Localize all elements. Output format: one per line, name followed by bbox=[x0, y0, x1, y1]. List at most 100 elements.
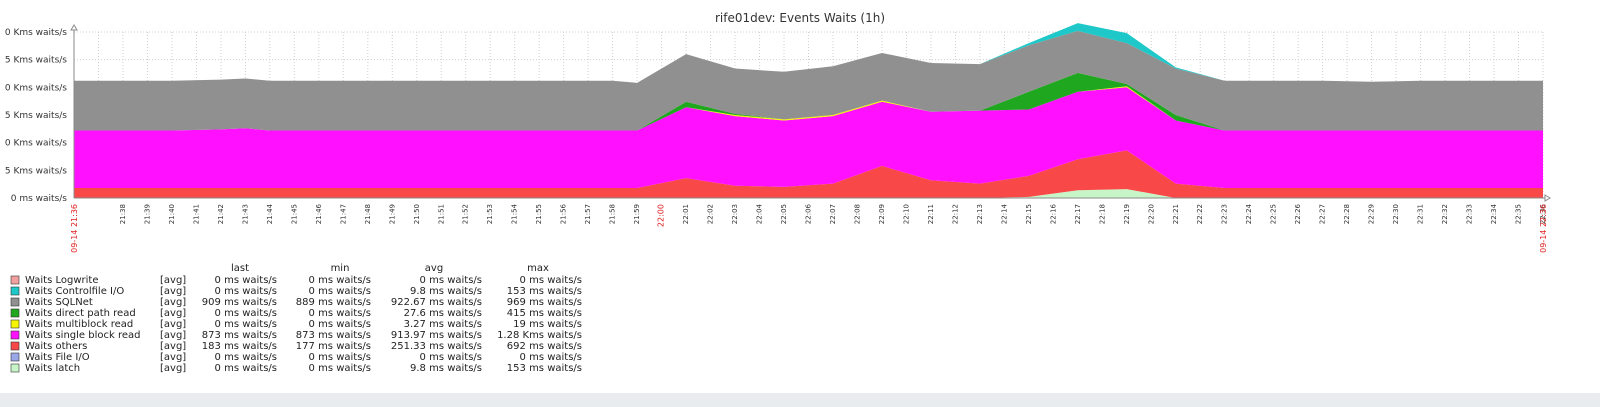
x-tick-label: 21:38 bbox=[119, 204, 127, 224]
x-axis-arrow bbox=[1544, 194, 1551, 202]
legend-series-name: Waits single block read bbox=[25, 330, 140, 341]
legend-max-value: 969 ms waits/s bbox=[507, 297, 582, 308]
legend-swatch bbox=[10, 341, 20, 351]
x-tick-label: 21:45 bbox=[290, 204, 298, 224]
x-tick-label: 21:49 bbox=[388, 204, 396, 224]
x-tick-label: 22:02 bbox=[707, 204, 715, 224]
legend-max-value: 153 ms waits/s bbox=[507, 286, 582, 297]
x-tick-label: 21:43 bbox=[241, 204, 249, 224]
x-tick-label: 22:13 bbox=[976, 204, 984, 224]
legend-header-max: max bbox=[527, 263, 549, 274]
legend-series-name: Waits SQLNet bbox=[25, 297, 93, 308]
x-tick-label: 22:31 bbox=[1417, 204, 1425, 224]
x-tick-label: 22:11 bbox=[927, 204, 935, 224]
x-range-label: 09-14 21:36 bbox=[70, 204, 79, 253]
x-tick-label: 21:46 bbox=[315, 203, 323, 224]
x-tick-label: 21:50 bbox=[413, 204, 421, 224]
y-tick-label: 5 Kms waits/s bbox=[5, 56, 67, 66]
x-tick-label: 22:10 bbox=[902, 204, 910, 224]
legend-func: [avg] bbox=[160, 275, 186, 286]
x-tick-label: 21:44 bbox=[266, 203, 274, 224]
legend-series-name: Waits multiblock read bbox=[25, 319, 133, 330]
x-tick-label: 22:28 bbox=[1343, 204, 1351, 224]
graph-panel: rife01dev: Events Waits (1h) 0 ms waits/… bbox=[0, 0, 1600, 393]
legend-series-name: Waits File I/O bbox=[25, 352, 90, 363]
x-tick-label: 22:18 bbox=[1098, 204, 1106, 224]
y-axis-arrow bbox=[70, 24, 78, 31]
x-tick-label: 22:22 bbox=[1196, 204, 1204, 224]
x-tick-label: 22:30 bbox=[1392, 204, 1400, 224]
y-tick-label: 0 Kms waits/s bbox=[5, 28, 67, 38]
legend-series-name: Waits Controlfile I/O bbox=[25, 286, 124, 297]
x-tick-label: 22:05 bbox=[780, 204, 788, 224]
legend-min-value: 0 ms waits/s bbox=[309, 308, 371, 319]
legend-avg-value: 913.97 ms waits/s bbox=[391, 330, 482, 341]
x-tick-label: 22:04 bbox=[756, 203, 764, 224]
legend-swatch bbox=[10, 363, 20, 373]
x-tick-label: 21:53 bbox=[486, 204, 494, 224]
area-waits-others bbox=[74, 150, 1543, 198]
x-tick-label: 22:20 bbox=[1147, 204, 1155, 224]
legend-max-value: 1.28 Kms waits/s bbox=[497, 330, 582, 341]
legend-last-value: 0 ms waits/s bbox=[215, 319, 277, 330]
x-tick-label: 22:08 bbox=[853, 204, 861, 224]
legend-swatch bbox=[10, 297, 20, 307]
x-tick-label: 22:16 bbox=[1049, 203, 1057, 224]
legend-func: [avg] bbox=[160, 319, 186, 330]
x-tick-label: 21:56 bbox=[560, 203, 568, 224]
legend-last-value: 909 ms waits/s bbox=[202, 297, 277, 308]
x-tick-label: 22:03 bbox=[731, 204, 739, 224]
x-tick-label: 22:24 bbox=[1245, 203, 1253, 224]
legend-series-name: Waits direct path read bbox=[25, 308, 136, 319]
legend-header-last: last bbox=[231, 263, 249, 274]
x-tick-label: 22:35 bbox=[1515, 204, 1523, 224]
legend-min-value: 889 ms waits/s bbox=[296, 297, 371, 308]
legend-min-value: 873 ms waits/s bbox=[296, 330, 371, 341]
x-tick-label: 21:52 bbox=[462, 204, 470, 224]
legend-last-value: 0 ms waits/s bbox=[215, 363, 277, 374]
x-tick-label: 22:15 bbox=[1025, 204, 1033, 224]
legend-last-value: 873 ms waits/s bbox=[202, 330, 277, 341]
x-tick-label: 22:25 bbox=[1270, 204, 1278, 224]
stacked-areas bbox=[74, 23, 1543, 198]
x-tick-label: 22:12 bbox=[951, 204, 959, 224]
legend-min-value: 0 ms waits/s bbox=[309, 352, 371, 363]
legend-func: [avg] bbox=[160, 352, 186, 363]
x-tick-label: 22:26 bbox=[1294, 203, 1302, 224]
legend-max-value: 415 ms waits/s bbox=[507, 308, 582, 319]
area-waits-controlfile-i-o bbox=[74, 23, 1543, 83]
x-tick-label: 21:40 bbox=[168, 204, 176, 224]
legend-min-value: 0 ms waits/s bbox=[309, 363, 371, 374]
legend-last-value: 0 ms waits/s bbox=[215, 275, 277, 286]
legend-last-value: 0 ms waits/s bbox=[215, 308, 277, 319]
x-tick-label: 21:55 bbox=[535, 204, 543, 224]
x-tick-label: 21:58 bbox=[609, 204, 617, 224]
legend-avg-value: 0 ms waits/s bbox=[420, 352, 482, 363]
legend-swatch bbox=[10, 319, 20, 329]
legend-avg-value: 3.27 ms waits/s bbox=[404, 319, 482, 330]
legend-avg-value: 27.6 ms waits/s bbox=[404, 308, 482, 319]
x-tick-label: 21:48 bbox=[364, 204, 372, 224]
x-tick-label: 22:23 bbox=[1221, 204, 1229, 224]
x-tick-label: 21:47 bbox=[339, 204, 347, 224]
x-tick-label: 22:00 bbox=[657, 204, 666, 227]
x-tick-label: 22:17 bbox=[1074, 204, 1082, 224]
y-tick-label: 5 Kms waits/s bbox=[5, 111, 67, 121]
x-tick-label: 22:33 bbox=[1466, 204, 1474, 224]
legend-series-name: Waits latch bbox=[25, 363, 80, 374]
legend-func: [avg] bbox=[160, 341, 186, 352]
legend-min-value: 0 ms waits/s bbox=[309, 319, 371, 330]
axes: 0 ms waits/s 5 Kms waits/s 0 Kms waits/s 5 … bbox=[5, 24, 1551, 253]
legend-func: [avg] bbox=[160, 363, 186, 374]
legend-max-value: 0 ms waits/s bbox=[520, 352, 582, 363]
legend-header-avg: avg bbox=[425, 263, 443, 274]
chart-title: rife01dev: Events Waits (1h) bbox=[715, 11, 885, 25]
x-tick-label: 22:07 bbox=[829, 204, 837, 224]
legend-swatch bbox=[10, 308, 20, 318]
legend-swatch bbox=[10, 352, 20, 362]
x-tick-label: 21:41 bbox=[192, 204, 200, 224]
x-tick-label: 22:32 bbox=[1441, 204, 1449, 224]
legend-max-value: 19 ms waits/s bbox=[513, 319, 582, 330]
x-tick-label: 22:14 bbox=[1000, 203, 1008, 224]
legend-series-name: Waits Logwrite bbox=[25, 275, 98, 286]
